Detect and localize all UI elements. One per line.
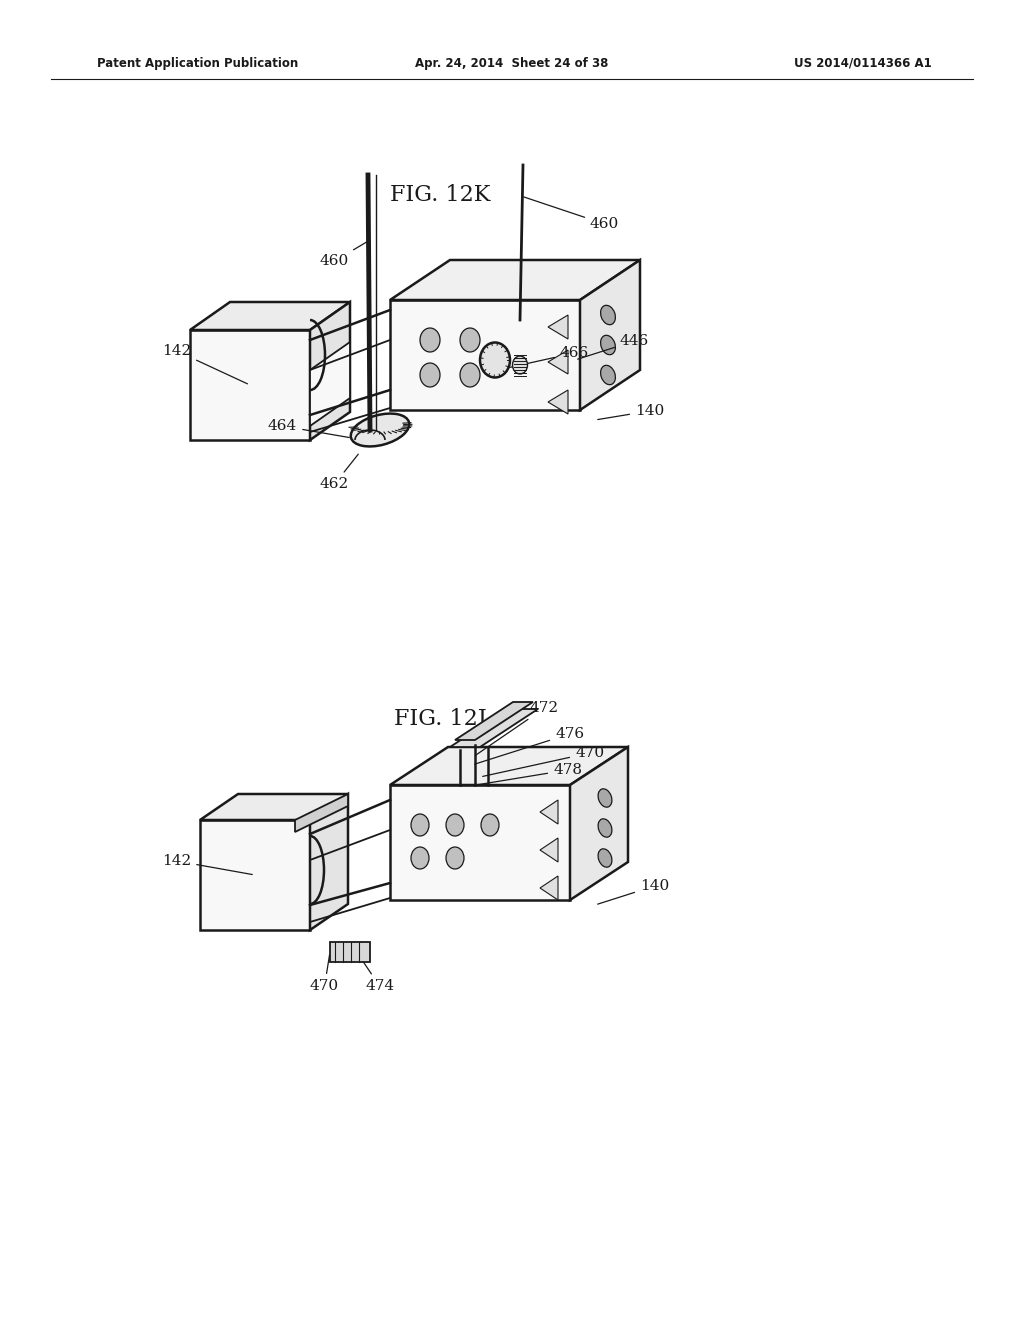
Polygon shape [330,942,370,962]
Ellipse shape [480,342,510,378]
Text: 476: 476 [475,727,584,764]
Ellipse shape [601,335,615,355]
Ellipse shape [420,327,440,352]
Polygon shape [548,315,568,339]
Ellipse shape [601,305,615,325]
Text: 470: 470 [482,746,604,776]
Text: 464: 464 [268,418,349,437]
Text: 140: 140 [598,879,670,904]
Text: 140: 140 [598,404,665,420]
Text: FIG. 12K: FIG. 12K [390,185,490,206]
Ellipse shape [446,814,464,836]
Polygon shape [390,747,628,785]
Text: 478: 478 [473,763,582,785]
Text: 142: 142 [162,854,252,875]
Polygon shape [310,342,350,426]
Ellipse shape [351,413,410,446]
Ellipse shape [481,814,499,836]
Polygon shape [455,702,534,741]
Text: FIG. 12J: FIG. 12J [394,709,486,730]
Text: 472: 472 [475,701,559,755]
Text: US 2014/0114366 A1: US 2014/0114366 A1 [794,57,932,70]
Text: 466: 466 [510,346,589,367]
Polygon shape [200,820,310,931]
Text: 462: 462 [319,454,358,491]
Text: 446: 446 [578,334,649,359]
Ellipse shape [446,847,464,869]
Text: 474: 474 [359,956,394,993]
Polygon shape [190,330,310,440]
Text: 470: 470 [310,954,339,993]
Polygon shape [580,260,640,411]
Ellipse shape [460,327,480,352]
Ellipse shape [598,818,612,837]
Polygon shape [540,800,558,824]
Polygon shape [548,389,568,414]
Polygon shape [310,795,348,931]
Polygon shape [540,838,558,862]
Ellipse shape [601,366,615,384]
Ellipse shape [598,849,612,867]
Polygon shape [200,795,348,820]
Text: Patent Application Publication: Patent Application Publication [97,57,299,70]
Ellipse shape [420,363,440,387]
Ellipse shape [411,814,429,836]
Text: Apr. 24, 2014  Sheet 24 of 38: Apr. 24, 2014 Sheet 24 of 38 [416,57,608,70]
Polygon shape [390,300,580,411]
Ellipse shape [411,847,429,869]
Ellipse shape [598,789,612,808]
Text: 460: 460 [319,242,368,268]
Polygon shape [548,350,568,374]
Polygon shape [310,302,350,440]
Ellipse shape [460,363,480,387]
Polygon shape [295,795,348,832]
Polygon shape [390,785,570,900]
Polygon shape [570,747,628,900]
Polygon shape [190,302,350,330]
Polygon shape [390,260,640,300]
Text: 460: 460 [523,197,620,231]
Polygon shape [450,709,538,747]
Text: 142: 142 [162,345,248,384]
Polygon shape [540,876,558,900]
Ellipse shape [512,356,527,374]
